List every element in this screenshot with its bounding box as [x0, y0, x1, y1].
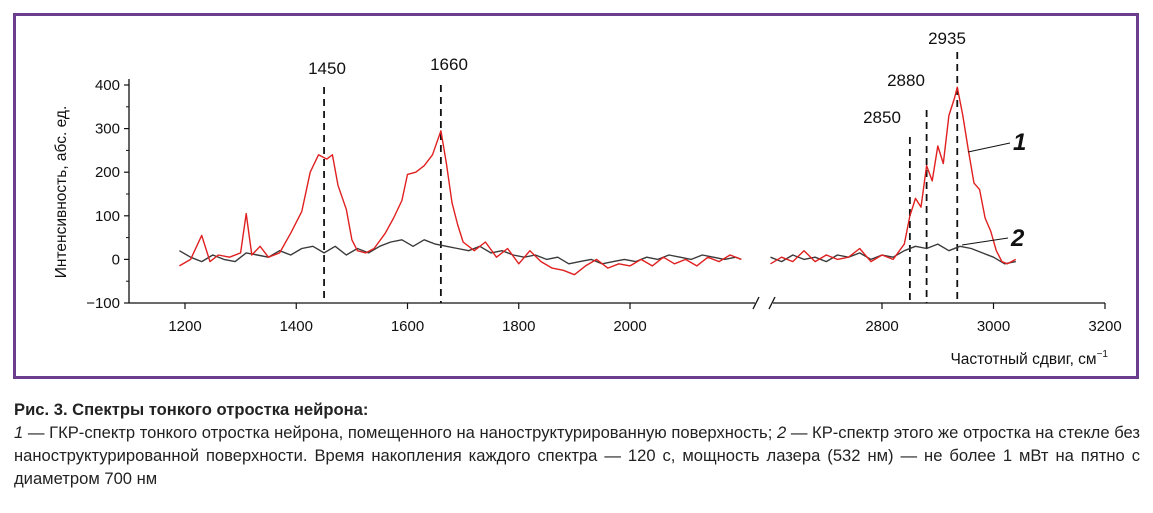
peak-label-1660: 1660	[430, 55, 468, 74]
axis-break-mark-left	[752, 296, 760, 310]
y-tick-label: 100	[95, 208, 120, 225]
peak-label-2850: 2850	[863, 108, 901, 127]
x-tick-label: 1800	[502, 318, 535, 335]
x-tick-label: 2000	[613, 318, 646, 335]
x-tick-label: 3200	[1088, 318, 1121, 335]
caption-num-1: 1	[14, 423, 24, 442]
x-tick-label: 2800	[865, 318, 898, 335]
caption-text-2: — КР-спектр этого же отростка на стекле …	[14, 423, 1140, 488]
caption-num-2: 2	[776, 423, 787, 442]
peak-label-1450: 1450	[308, 59, 346, 78]
x-axis-label: Частотный сдвиг, см−1	[950, 349, 1108, 368]
series-1-line-left	[179, 130, 742, 276]
caption-title: Рис. 3. Спектры тонкого отростка нейрона…	[14, 400, 369, 419]
series-2-line-left	[179, 239, 742, 265]
series-2-label: 2	[1010, 225, 1025, 252]
y-tick-label: 400	[95, 77, 120, 94]
y-tick-label: 0	[112, 251, 120, 268]
axis-break-mark-right	[768, 296, 776, 310]
y-axis-label: Интенсивность, абс. ед.	[53, 106, 70, 278]
y-tick-label: 200	[95, 164, 120, 181]
y-tick-label: −100	[86, 295, 120, 312]
peak-label-2880: 2880	[887, 71, 925, 90]
x-tick-label: 1400	[280, 318, 313, 335]
figure-caption: Рис. 3. Спектры тонкого отростка нейрона…	[14, 398, 1140, 490]
series-1-leader	[967, 142, 1011, 153]
series-2-leader	[961, 237, 1009, 246]
x-tick-label: 1600	[391, 318, 424, 335]
series-1-label: 1	[1013, 129, 1026, 156]
x-tick-label: 3000	[977, 318, 1010, 335]
caption-text-1: — ГКР-спектр тонкого отростка нейрона, п…	[23, 423, 777, 442]
spectrum-chart: −100 0 100 200 300 400 1200 1400 1600 1800 2000 280…	[53, 29, 1122, 368]
chart-frame	[13, 13, 1139, 379]
x-tick-label: 1200	[168, 318, 201, 335]
y-tick-label: 300	[95, 121, 120, 138]
caption-body: 1 — ГКР-спектр тонкого отростка нейрона,…	[14, 421, 1140, 490]
peak-label-2935: 2935	[928, 29, 966, 48]
series-1-line-right	[770, 86, 1017, 265]
